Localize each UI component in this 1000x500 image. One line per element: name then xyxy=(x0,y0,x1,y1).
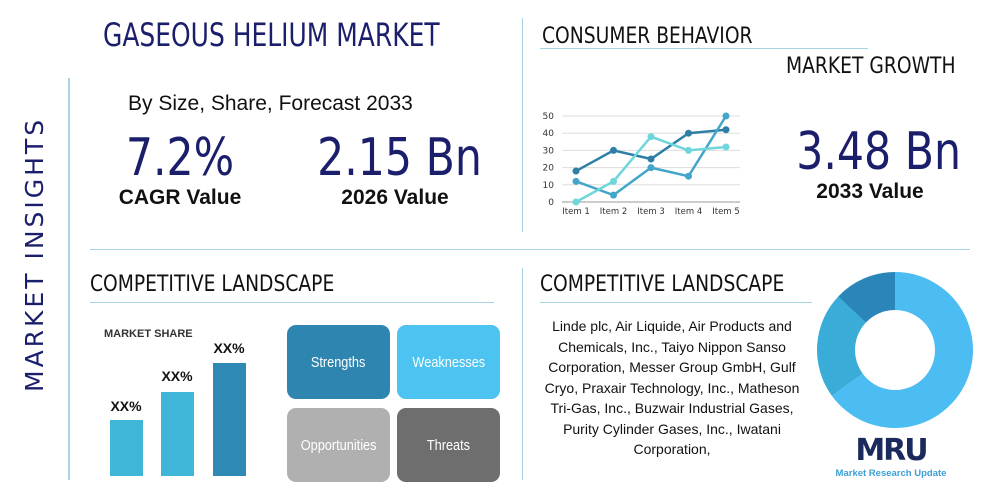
y-tick-label: 20 xyxy=(543,164,555,174)
stat-value: 7.2% xyxy=(125,128,235,188)
data-point xyxy=(572,198,580,206)
stat-label: CAGR Value xyxy=(118,186,242,209)
x-tick-label: Item 3 xyxy=(637,207,664,217)
data-point xyxy=(685,129,692,137)
y-tick-label: 50 xyxy=(543,112,555,122)
data-point xyxy=(647,164,655,172)
data-point xyxy=(685,172,692,180)
swot-threats[interactable]: Threats xyxy=(397,408,500,482)
stat-value: 3.48 Bn xyxy=(796,122,961,182)
stat-2026: 2.15 Bn 2026 Value xyxy=(300,128,490,210)
data-point xyxy=(722,126,730,134)
side-title: MARKET INSIGHTS xyxy=(20,116,49,392)
donut-slice xyxy=(838,272,895,323)
x-tick-label: Item 5 xyxy=(712,207,739,217)
subtitle: By Size, Share, Forecast 2033 xyxy=(128,92,413,115)
y-tick-label: 10 xyxy=(543,181,555,191)
underline xyxy=(540,302,812,303)
stat-label: 2026 Value xyxy=(341,186,449,209)
data-point xyxy=(572,167,580,175)
bar-chart: XX% XX% XX% xyxy=(100,300,260,500)
logo-mark: MRU xyxy=(855,433,928,468)
y-tick-label: 0 xyxy=(548,198,554,208)
main-title: GASEOUS HELIUM MARKET xyxy=(103,16,440,54)
donut-chart xyxy=(817,272,973,428)
divider xyxy=(522,268,523,480)
y-tick-label: 40 xyxy=(543,129,555,139)
consumer-title: CONSUMER BEHAVIOR xyxy=(542,24,753,49)
divider xyxy=(90,249,970,250)
swot-label: Threats xyxy=(426,436,471,454)
y-tick-label: 30 xyxy=(543,146,555,156)
logo: MRU Market Research Update xyxy=(826,433,956,480)
bar xyxy=(110,420,143,476)
data-point xyxy=(610,177,617,185)
stat-cagr: 7.2% CAGR Value xyxy=(100,128,260,210)
divider xyxy=(522,18,523,232)
stat-value: 2.15 Bn xyxy=(317,128,482,188)
swot-label: Opportunities xyxy=(300,436,377,454)
bar-label: XX% xyxy=(110,398,142,414)
market-share-label: MARKET SHARE xyxy=(104,328,193,340)
divider xyxy=(68,78,70,480)
swot-label: Weaknesses xyxy=(412,353,485,371)
data-point xyxy=(647,155,655,163)
swot-weaknesses[interactable]: Weaknesses xyxy=(397,325,500,399)
data-point xyxy=(685,146,692,154)
donut-slice xyxy=(817,296,866,396)
x-tick-label: Item 1 xyxy=(562,207,589,217)
swot-strengths[interactable]: Strengths xyxy=(287,325,390,399)
company-list: Linde plc, Air Liquide, Air Products and… xyxy=(544,318,800,457)
data-point xyxy=(647,133,655,141)
growth-title: MARKET GROWTH xyxy=(786,54,956,79)
swot-label: Strengths xyxy=(311,353,366,371)
data-point xyxy=(722,112,730,120)
line-chart: 0 10 20 30 40 50 Item 1 Item 2 Item 3 Item 4 Item … xyxy=(543,112,740,217)
bar xyxy=(161,392,194,476)
swot-opportunities[interactable]: Opportunities xyxy=(287,408,390,482)
bar xyxy=(213,363,246,476)
x-tick-label: Item 4 xyxy=(675,207,702,217)
stat-2033: 3.48 Bn 2033 Value xyxy=(780,122,961,204)
competitive-title-right: COMPETITIVE LANDSCAPE xyxy=(540,272,785,297)
stat-label: 2033 Value xyxy=(816,180,924,203)
donut-slice xyxy=(831,272,973,428)
data-point xyxy=(722,143,730,151)
data-point xyxy=(572,177,580,185)
data-point xyxy=(610,191,617,199)
logo-text: Market Research Update xyxy=(835,468,947,479)
bar-label: XX% xyxy=(213,340,245,356)
x-tick-label: Item 2 xyxy=(600,207,627,217)
underline xyxy=(540,48,868,49)
bar-label: XX% xyxy=(161,368,193,384)
competitive-title-left: COMPETITIVE LANDSCAPE xyxy=(90,272,335,297)
underline xyxy=(90,302,494,303)
data-point xyxy=(610,146,617,154)
